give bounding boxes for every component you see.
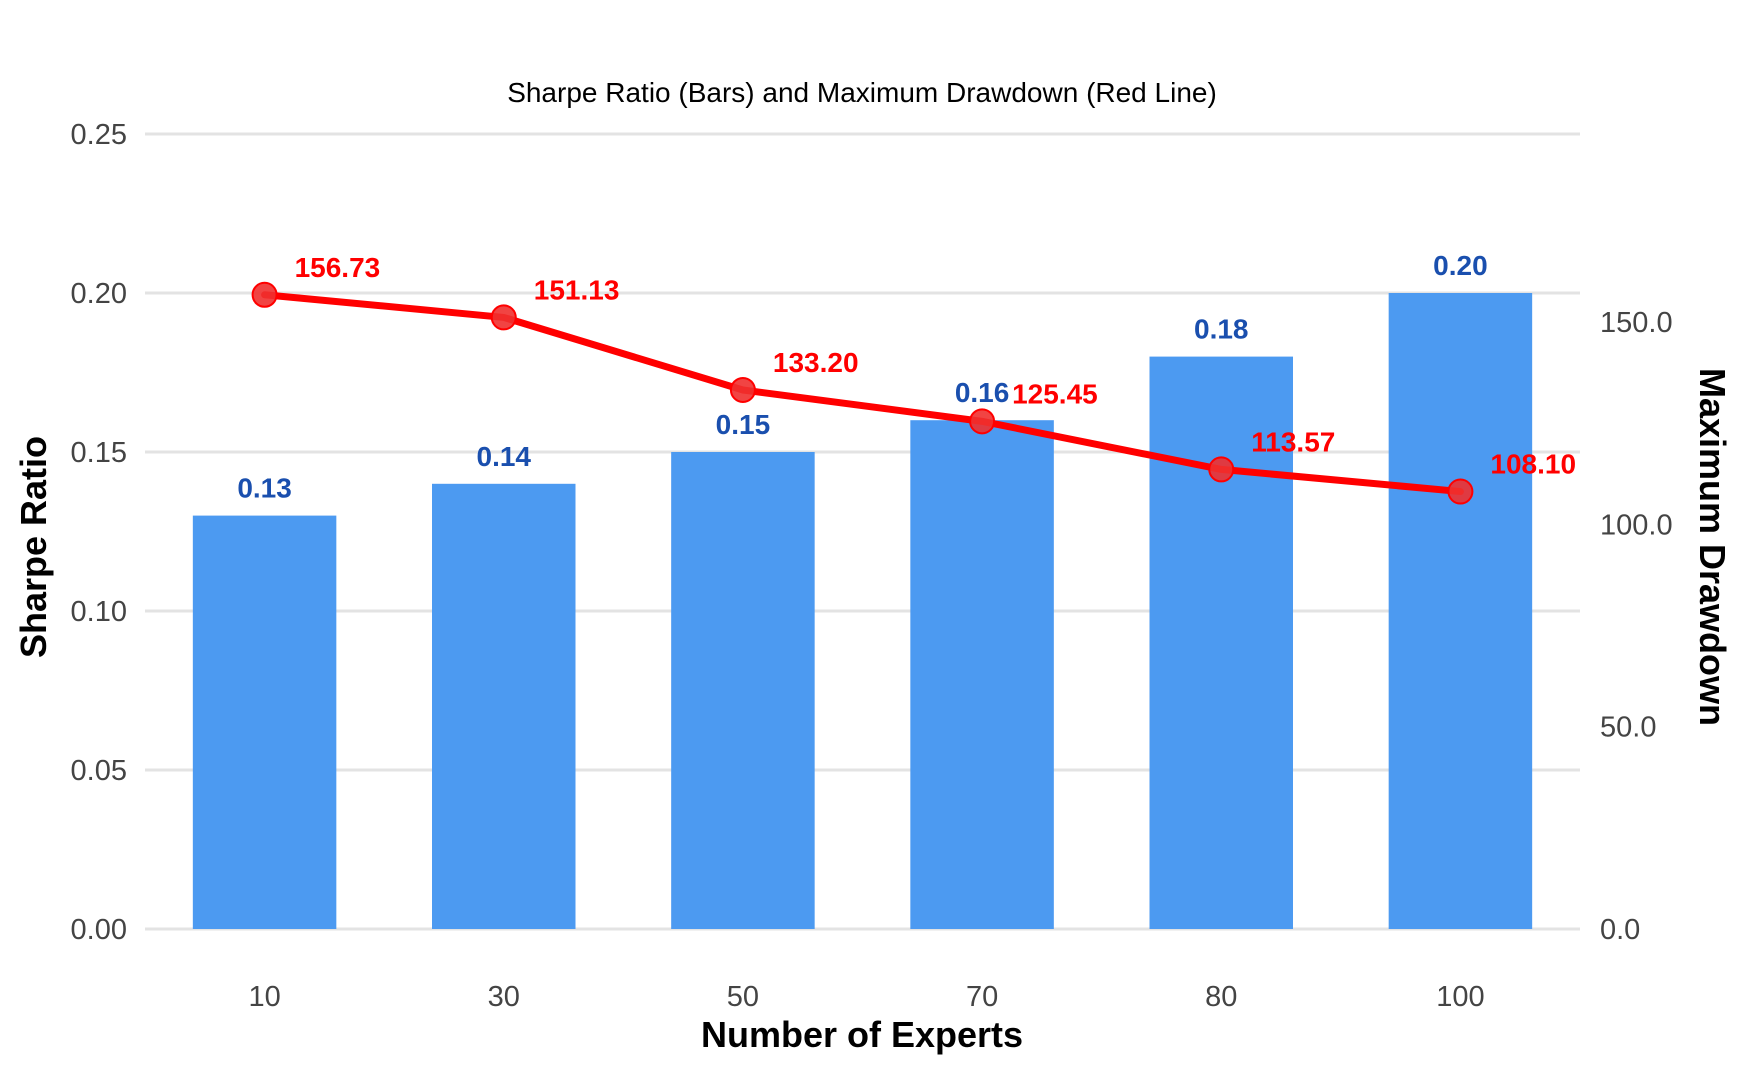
bar-value-label: 0.15 xyxy=(716,409,771,440)
bar xyxy=(1389,293,1533,929)
y2-tick-label: 150.0 xyxy=(1600,307,1673,339)
chart-title: Sharpe Ratio (Bars) and Maximum Drawdown… xyxy=(507,77,1217,108)
x-tick-label: 30 xyxy=(488,981,520,1013)
x-axis-title: Number of Experts xyxy=(701,1014,1023,1055)
drawdown-point xyxy=(970,409,994,433)
bar-value-label: 0.13 xyxy=(237,473,292,504)
data-labels: 0.13 0.14 0.15 0.16 0.18 0.20 156.73 151.13 133.… xyxy=(237,250,1576,504)
drawdown-value-label: 133.20 xyxy=(773,347,859,378)
bar-value-label: 0.18 xyxy=(1194,314,1249,345)
y-tick-label: 0.00 xyxy=(71,914,127,946)
y-tick-label: 0.05 xyxy=(71,755,127,787)
drawdown-point xyxy=(1448,480,1472,504)
x-tick-label: 70 xyxy=(966,981,998,1013)
drawdown-value-label: 151.13 xyxy=(534,274,620,305)
drawdown-value-label: 156.73 xyxy=(295,252,381,283)
y2-tick-label: 50.0 xyxy=(1600,712,1656,744)
drawdown-point xyxy=(253,283,277,307)
y2-tick-label: 0.0 xyxy=(1600,914,1640,946)
y-axis-title: Sharpe Ratio xyxy=(13,436,54,658)
y-tick-label: 0.25 xyxy=(71,119,127,151)
y2-tick-label: 100.0 xyxy=(1600,509,1673,541)
drawdown-value-label: 125.45 xyxy=(1012,378,1098,409)
bar xyxy=(193,516,336,929)
x-tick-label: 50 xyxy=(727,981,759,1013)
drawdown-point xyxy=(1209,457,1233,481)
y2-axis-title: Maximum Drawdown xyxy=(1692,368,1733,726)
y-tick-label: 0.15 xyxy=(71,437,127,469)
bar-value-label: 0.16 xyxy=(955,377,1010,408)
bar xyxy=(910,420,1053,929)
y-tick-label: 0.10 xyxy=(71,596,127,628)
drawdown-point xyxy=(492,305,516,329)
bar xyxy=(432,484,576,929)
drawdown-point xyxy=(731,378,755,402)
bar-value-label: 0.14 xyxy=(477,441,532,472)
x-tick-label: 100 xyxy=(1436,981,1484,1013)
bar-value-label: 0.20 xyxy=(1433,250,1488,281)
x-tick-label: 80 xyxy=(1205,981,1237,1013)
drawdown-value-label: 113.57 xyxy=(1251,426,1335,457)
y-tick-label: 0.20 xyxy=(71,278,127,310)
drawdown-value-label: 108.10 xyxy=(1490,449,1576,480)
x-tick-label: 10 xyxy=(248,981,280,1013)
bar xyxy=(671,452,815,929)
